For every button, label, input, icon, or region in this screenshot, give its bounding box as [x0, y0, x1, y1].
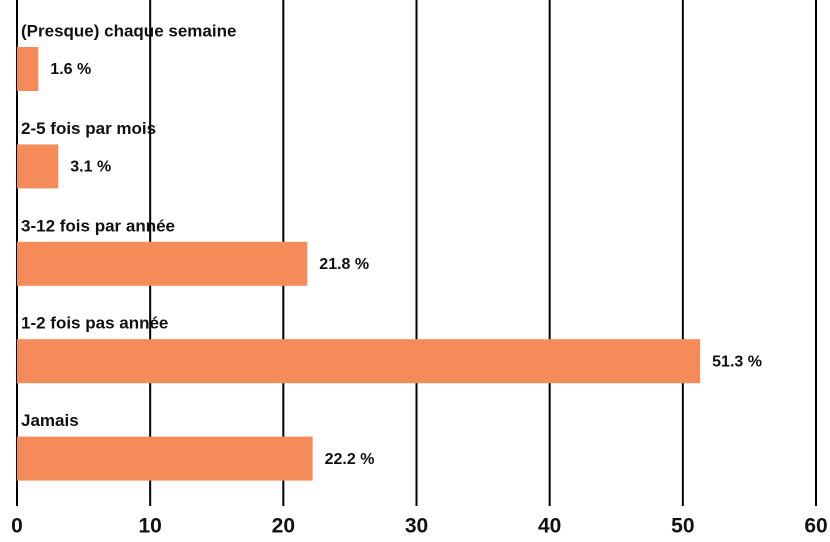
- x-tick-label: 50: [671, 515, 694, 538]
- x-tick-label: 20: [272, 515, 295, 538]
- bar: [17, 47, 39, 91]
- bar: [17, 436, 313, 481]
- x-tick-label: 30: [405, 515, 428, 538]
- x-tick-label: 40: [538, 515, 561, 538]
- value-label: 22.2 %: [325, 451, 375, 468]
- category-label: (Presque) chaque semaine: [21, 21, 236, 40]
- category-label: Jamais: [21, 411, 79, 430]
- x-tick-label: 0: [11, 515, 23, 538]
- bar: [17, 339, 701, 384]
- bar: [17, 241, 308, 286]
- category-label: 2-5 fois par mois: [21, 119, 156, 138]
- value-label: 3.1 %: [70, 159, 111, 176]
- category-label: 1-2 fois pas année: [21, 314, 168, 333]
- category-label: 3-12 fois par année: [21, 216, 175, 235]
- x-tick-label: 10: [138, 515, 161, 538]
- value-label: 1.6 %: [50, 61, 91, 78]
- value-label: 51.3 %: [712, 353, 762, 370]
- value-label: 21.8 %: [319, 256, 369, 273]
- bar: [17, 144, 59, 189]
- x-tick-label: 60: [804, 515, 827, 538]
